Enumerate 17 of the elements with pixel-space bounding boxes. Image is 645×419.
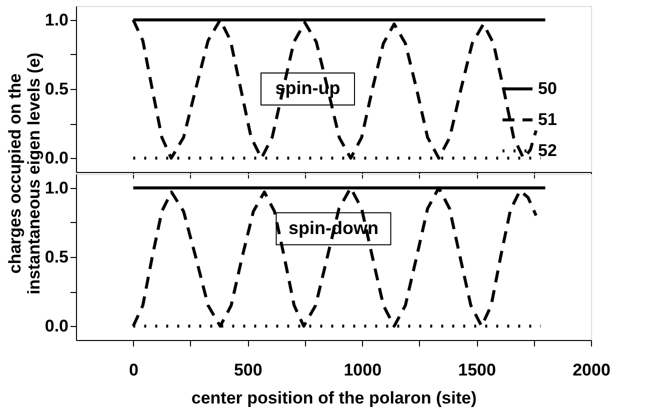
- legend-label: 50: [538, 78, 557, 98]
- legend-label: 52: [538, 140, 557, 160]
- x-tick-label: 1000: [344, 360, 382, 380]
- annotation: spin-down: [288, 218, 378, 238]
- y-tick-label: 0.5: [44, 248, 68, 266]
- x-tick-label: 0: [128, 360, 138, 380]
- y-tick-label: 1.0: [44, 178, 68, 198]
- y-tick-label: 0.5: [44, 80, 68, 98]
- y-axis-title: charges occupied on the instantaneous eigen levels (e): [6, 52, 44, 294]
- x-tick-label: 1500: [458, 360, 496, 380]
- x-axis-title: center position of the polaron (site): [191, 388, 477, 408]
- y-tick-label: 1.0: [44, 10, 68, 30]
- x-tick-label: 2000: [572, 360, 610, 380]
- y-tick-label: 0.0: [44, 316, 68, 336]
- legend-label: 51: [538, 110, 557, 129]
- x-tick-label: 500: [234, 360, 262, 380]
- y-tick-label: 0.0: [44, 148, 68, 168]
